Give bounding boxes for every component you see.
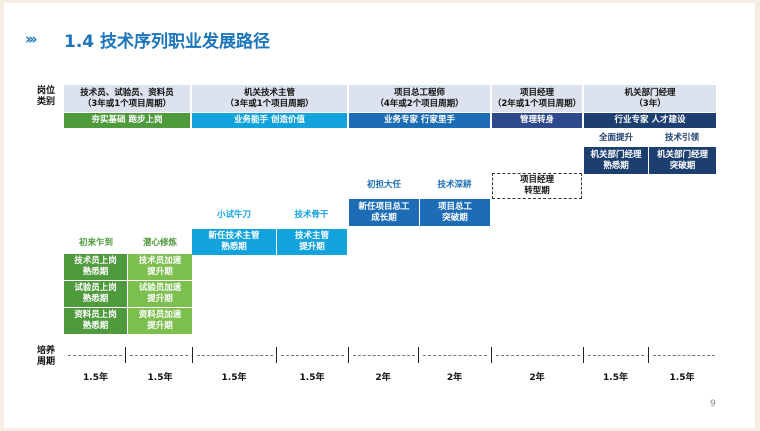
box-technician-familiar: 技术员上岗 熟悉期 [64, 254, 127, 280]
row-label-position: 岗位 类别 [37, 86, 56, 107]
stage-label-backbone: 技术骨干 [294, 210, 329, 220]
stage-label-tech-lead: 技术引领 [664, 133, 699, 143]
timeline-segment [496, 355, 580, 356]
column-header-department-manager: 机关部门经理 （3年） [584, 85, 716, 112]
box-archivist-familiar: 资料员上岗 熟悉期 [64, 308, 127, 334]
triple-chevron-icon: ››› [25, 30, 37, 48]
stage-label-beginner: 初来乍到 [78, 238, 113, 248]
column-header-technician: 技术员、试验员、资料员 （3年或1个项目周期） [64, 85, 190, 112]
box-new-tech-supervisor: 新任技术主管 熟悉期 [192, 229, 276, 255]
stage-label-all-round: 全面提升 [598, 133, 633, 143]
timeline-tick [583, 347, 584, 363]
period-label: 2年 [529, 373, 545, 383]
timeline-segment [197, 355, 273, 356]
timeline-segment [68, 355, 122, 356]
timeline-tick [348, 347, 349, 363]
box-project-manager-transition: 项目经理 转型期 [492, 173, 582, 199]
timeline-tick [648, 347, 649, 363]
stage-label-deep-dive: 技术深耕 [437, 180, 472, 190]
band-chief-engineer: 业务专家 行家里手 [349, 113, 490, 128]
box-chief-engineer-breakthrough: 项目总工 突破期 [420, 199, 490, 226]
period-label: 1.5年 [299, 373, 325, 383]
column-header-chief-engineer: 项目总工程师 （4年或2个项目周期） [349, 85, 490, 112]
timeline-tick [125, 347, 126, 363]
box-new-chief-engineer: 新任项目总工 成长期 [349, 199, 419, 226]
row-label-training: 培养 周期 [37, 346, 56, 367]
page-title: 1.4 技术序列职业发展路径 [64, 32, 271, 52]
period-label: 1.5年 [221, 373, 247, 383]
period-label: 1.5年 [669, 373, 695, 383]
page-number: 9 [710, 399, 716, 409]
timeline-segment [353, 355, 415, 356]
band-project-manager: 管理转身 [492, 113, 582, 128]
period-label: 2年 [375, 373, 391, 383]
column-header-project-manager: 项目经理 （2年或1个项目周期） [492, 85, 582, 112]
timeline-tick [192, 347, 193, 363]
box-tech-supervisor-boost: 技术主管 提升期 [277, 229, 347, 255]
timeline-segment [130, 355, 188, 356]
box-dept-manager-breakthrough: 机关部门经理 突破期 [649, 147, 716, 174]
band-department-manager: 行业专家 人才建设 [584, 113, 716, 128]
stage-label-first-try: 小试牛刀 [216, 210, 251, 220]
timeline-segment [281, 355, 344, 356]
box-tester-boost: 试验员加速 提升期 [128, 281, 192, 307]
box-technician-boost: 技术员加速 提升期 [128, 254, 192, 280]
period-label: 1.5年 [147, 373, 173, 383]
column-header-tech-supervisor: 机关技术主管 （3年或1个项目周期） [192, 85, 347, 112]
period-label: 1.5年 [83, 373, 108, 383]
timeline-segment [588, 355, 644, 356]
timeline-segment [653, 355, 715, 356]
band-technician: 夯实基础 跑步上岗 [64, 113, 190, 128]
box-dept-manager-familiar: 机关部门经理 熟悉期 [584, 147, 648, 174]
timeline-tick [491, 347, 492, 363]
box-archivist-boost: 资料员加速 提升期 [128, 308, 192, 334]
stage-label-first-responsibility: 初担大任 [366, 180, 401, 190]
timeline-tick [276, 347, 277, 363]
timeline-tick [418, 347, 419, 363]
stage-label-practice: 潜心修炼 [142, 238, 177, 248]
box-tester-familiar: 试验员上岗 熟悉期 [64, 281, 127, 307]
period-label: 1.5年 [603, 373, 628, 383]
slide: ››› 1.4 技术序列职业发展路径 岗位 类别 培养 周期 技术员、试验员、资料员… [4, 3, 755, 428]
band-tech-supervisor: 业务能手 创造价值 [192, 113, 347, 128]
period-label: 2年 [446, 373, 463, 383]
timeline-segment [423, 355, 487, 356]
